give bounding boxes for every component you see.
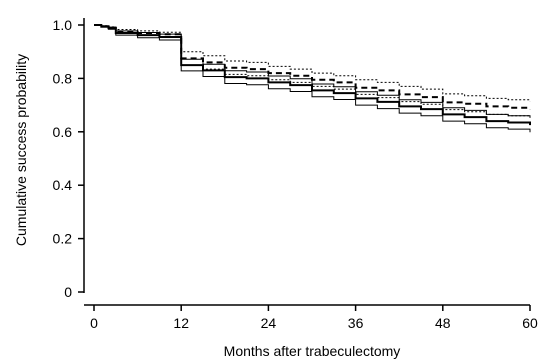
axes bbox=[83, 18, 530, 306]
y-tick-label: 0.4 bbox=[53, 177, 73, 193]
y-tick-label: 0 bbox=[64, 284, 72, 300]
x-tick-label: 36 bbox=[348, 315, 364, 331]
x-axis-label: Months after trabeculectomy bbox=[224, 343, 401, 359]
x-tick-label: 24 bbox=[261, 315, 277, 331]
survival-curve-solid-thick-3 bbox=[94, 24, 531, 126]
x-tick-label: 0 bbox=[90, 315, 98, 331]
survival-curve-solid-thin-5 bbox=[94, 24, 531, 133]
y-axis-label: Cumulative success probability bbox=[13, 54, 29, 246]
y-tick-label: 0.2 bbox=[53, 231, 73, 247]
survival-curves bbox=[94, 24, 531, 133]
x-tick-label: 60 bbox=[522, 315, 538, 331]
x-tick-label: 12 bbox=[173, 315, 189, 331]
survival-curve-dotted-thin-1 bbox=[94, 24, 531, 102]
survival-curve-solid-thin-4 bbox=[94, 24, 531, 118]
x-ticks: 0 12 24 36 48 60 bbox=[90, 305, 538, 331]
y-tick-label: 1.0 bbox=[53, 17, 73, 33]
y-tick-label: 0.6 bbox=[53, 124, 73, 140]
y-ticks: 0 0.2 0.4 0.6 0.8 1.0 bbox=[53, 17, 84, 300]
x-tick-label: 48 bbox=[435, 315, 451, 331]
y-tick-label: 0.8 bbox=[53, 70, 73, 86]
